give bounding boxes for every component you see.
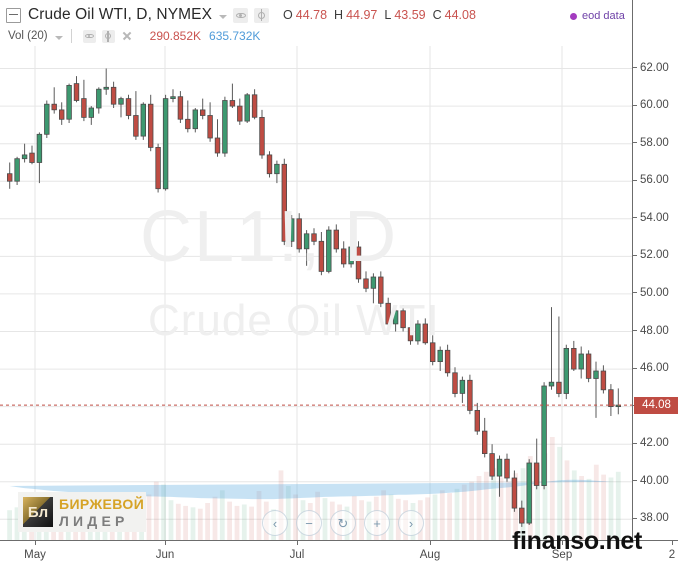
high-value: 44.97 — [346, 8, 378, 22]
open-value: 44.78 — [295, 8, 328, 22]
data-status-badge: eod data — [570, 10, 625, 22]
time-axis[interactable]: May Jun Jul Aug Sep 2 — [0, 540, 678, 570]
reset-zoom-button-glyph: ↻ — [337, 515, 349, 531]
price-axis-tick: 56.00 — [633, 174, 669, 186]
logo-mark-icon: Бл — [23, 497, 53, 527]
price-axis-tick: 48.00 — [633, 325, 669, 337]
logo-text: БИРЖЕВОЙ ЛИДЕР — [59, 497, 144, 528]
zoom-in-button-glyph: + — [373, 515, 381, 531]
time-axis-tick: Aug — [419, 549, 441, 561]
close-icon[interactable] — [121, 30, 134, 43]
price-axis[interactable]: 62.00 60.00 58.00 56.00 54.00 52.00 50.00 48.00… — [632, 0, 678, 540]
eye-icon[interactable] — [233, 7, 249, 23]
volume-current-value: 290.852K — [149, 29, 202, 43]
price-axis-tick: 42.00 — [633, 437, 669, 449]
time-axis-mark — [562, 541, 563, 545]
candlestick-chart — [0, 46, 632, 540]
gear-icon[interactable] — [254, 7, 270, 23]
price-axis-tick: 38.00 — [633, 512, 669, 524]
time-axis-mark — [165, 541, 166, 545]
time-axis-mark — [35, 541, 36, 545]
volume-study-label[interactable]: Vol (20) — [8, 30, 48, 42]
pan-left-button[interactable]: ‹ — [262, 510, 288, 536]
birzhevoy-lider-logo: Бл БИРЖЕВОЙ ЛИДЕР — [18, 492, 146, 532]
time-axis-mark — [430, 541, 431, 545]
chevron-down-icon[interactable] — [219, 15, 228, 19]
site-watermark: finanso.net — [512, 527, 643, 555]
low-label: L — [384, 8, 392, 22]
price-axis-tick: 46.00 — [633, 362, 669, 374]
logo-line1: БИРЖЕВОЙ — [59, 495, 145, 512]
ohlc-readout: O 44.78 H 44.97 L 43.59 C 44.08 — [283, 8, 483, 22]
close-value: 44.08 — [444, 8, 476, 22]
status-dot-icon — [570, 12, 577, 20]
price-axis-tick: 60.00 — [633, 99, 669, 111]
price-axis-tick: 52.00 — [633, 249, 669, 261]
divider — [70, 29, 72, 43]
eye-icon[interactable] — [82, 29, 96, 43]
current-price-badge: 44.08 — [634, 396, 678, 414]
time-axis-tick: Jun — [155, 549, 175, 561]
pan-right-button-glyph: › — [408, 515, 414, 531]
high-label: H — [334, 8, 344, 22]
volume-ma-value: 635.732K — [209, 29, 261, 43]
time-axis-tick: May — [24, 549, 46, 561]
collapse-box-icon[interactable] — [6, 7, 21, 23]
zoom-out-button[interactable]: − — [296, 510, 322, 536]
zoom-out-button-glyph: − — [305, 515, 313, 531]
chart-nav-buttons: ‹ − ↻ + › — [262, 510, 424, 536]
logo-mark-letters: Бл — [27, 503, 49, 521]
data-status-label: eod data — [582, 10, 625, 22]
price-axis-tick: 40.00 — [633, 475, 669, 487]
price-axis-tick: 54.00 — [633, 212, 669, 224]
low-value: 43.59 — [394, 8, 426, 22]
close-label: C — [432, 8, 442, 22]
volume-study-row: Vol (20) 290.852K 635.732K — [8, 28, 260, 44]
logo-line2: ЛИДЕР — [59, 512, 129, 529]
time-axis-mark — [672, 541, 673, 545]
chart-header-symbol-row: Crude Oil WTI, D, NYMEX O 44.78 H 44.97 L 43.… — [6, 5, 483, 25]
pan-left-button-glyph: ‹ — [272, 515, 278, 531]
time-axis-mark — [297, 541, 298, 545]
price-axis-tick: 58.00 — [633, 137, 669, 149]
time-axis-tick: Sep — [551, 549, 573, 561]
zoom-in-button[interactable]: + — [364, 510, 390, 536]
pan-right-button[interactable]: › — [398, 510, 424, 536]
symbol-title[interactable]: Crude Oil WTI, D, NYMEX — [28, 6, 213, 23]
reset-zoom-button[interactable]: ↻ — [330, 510, 356, 536]
gear-icon[interactable] — [101, 29, 115, 43]
price-axis-tick: 62.00 — [633, 62, 669, 74]
time-axis-tick: 2 — [668, 549, 676, 561]
chevron-down-icon[interactable] — [54, 36, 63, 40]
price-axis-tick: 50.00 — [633, 287, 669, 299]
time-axis-tick: Jul — [289, 549, 305, 561]
chart-plot-area[interactable] — [0, 46, 632, 540]
open-label: O — [283, 8, 293, 22]
